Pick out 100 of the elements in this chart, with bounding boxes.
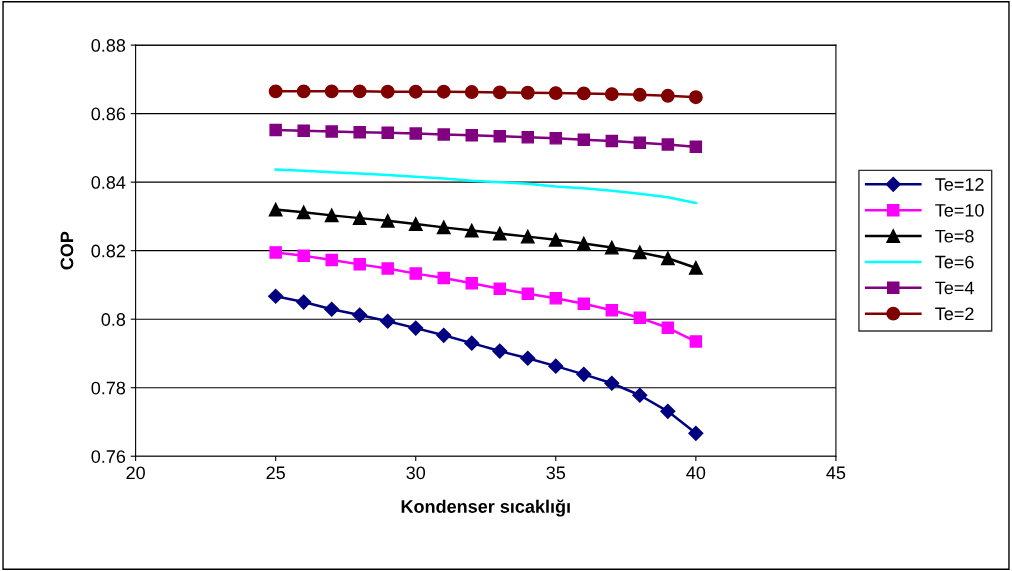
point	[632, 245, 647, 260]
point	[409, 267, 422, 280]
point	[521, 287, 535, 301]
point	[352, 84, 367, 99]
point	[492, 343, 508, 359]
point	[548, 232, 563, 247]
point	[689, 140, 703, 154]
point	[492, 85, 507, 100]
point	[465, 128, 479, 142]
point	[688, 425, 704, 441]
point	[520, 229, 535, 244]
point	[548, 86, 563, 101]
point	[408, 320, 424, 336]
point	[380, 213, 395, 228]
point	[604, 87, 619, 102]
point	[576, 86, 591, 101]
point	[605, 134, 619, 148]
point	[268, 202, 283, 217]
x-tick-label: 45	[826, 466, 846, 480]
point	[661, 138, 675, 151]
point	[689, 335, 703, 348]
point	[325, 125, 338, 138]
legend-label: Te=12	[935, 178, 984, 191]
x-tick-label: 40	[686, 466, 706, 480]
point	[576, 366, 592, 382]
point	[381, 262, 394, 275]
point	[604, 375, 620, 391]
point	[408, 217, 423, 231]
y-tick-label: 0.84	[91, 176, 126, 189]
point	[437, 271, 450, 285]
point	[297, 249, 310, 263]
point	[660, 88, 675, 103]
line-series	[274, 168, 698, 205]
point	[633, 136, 647, 150]
y-tick-label: 0.86	[91, 107, 126, 121]
point	[380, 84, 395, 99]
point	[661, 321, 675, 335]
point	[324, 84, 339, 99]
point	[296, 205, 311, 220]
point	[436, 220, 451, 235]
point	[268, 84, 283, 99]
point	[297, 124, 310, 138]
legend-label: Te=4	[935, 281, 974, 295]
point	[464, 223, 479, 238]
y-tick-label: 0.76	[91, 450, 126, 463]
legend-label: Te=2	[935, 307, 974, 321]
x-tick-label: 35	[546, 466, 566, 480]
point	[632, 87, 647, 102]
point	[381, 126, 394, 140]
point	[269, 123, 282, 137]
point	[660, 403, 676, 419]
point	[660, 251, 675, 266]
point	[632, 387, 648, 403]
point	[436, 84, 451, 99]
point	[493, 129, 507, 143]
point	[296, 294, 312, 310]
point	[296, 84, 311, 99]
point	[493, 282, 507, 295]
point	[353, 258, 366, 271]
point	[464, 335, 480, 351]
point	[464, 85, 479, 99]
point	[604, 240, 619, 255]
point	[549, 292, 563, 305]
x-axis-title: Kondenser sıcaklığı	[401, 499, 570, 517]
point	[408, 84, 423, 99]
point	[548, 358, 564, 374]
point	[325, 253, 338, 267]
point	[436, 327, 452, 343]
x-tick-label: 30	[406, 466, 426, 480]
point	[520, 350, 536, 366]
point	[324, 301, 340, 317]
point	[688, 90, 703, 105]
point	[688, 260, 703, 275]
point	[353, 125, 366, 139]
point	[437, 128, 450, 141]
legend-label: Te=6	[935, 255, 974, 269]
point	[577, 133, 591, 146]
y-tick-label: 0.88	[91, 39, 126, 52]
point	[492, 226, 507, 241]
point	[352, 307, 368, 323]
point	[577, 297, 591, 311]
y-axis-title: COP	[60, 231, 74, 270]
point	[521, 131, 535, 144]
point	[520, 85, 535, 100]
point	[409, 127, 422, 140]
point	[465, 276, 479, 290]
point	[633, 311, 647, 325]
point	[269, 246, 282, 259]
x-tick-label: 20	[126, 466, 145, 480]
y-tick-label: 0.8	[101, 313, 126, 326]
point	[380, 313, 396, 329]
point	[605, 304, 619, 317]
y-tick-label: 0.82	[91, 244, 125, 258]
legend-label: Te=10	[935, 203, 984, 217]
point	[324, 208, 339, 223]
x-tick-label: 25	[266, 466, 285, 480]
legend-label: Te=8	[935, 229, 974, 243]
point	[549, 132, 563, 145]
point	[576, 236, 591, 251]
point	[352, 211, 367, 226]
